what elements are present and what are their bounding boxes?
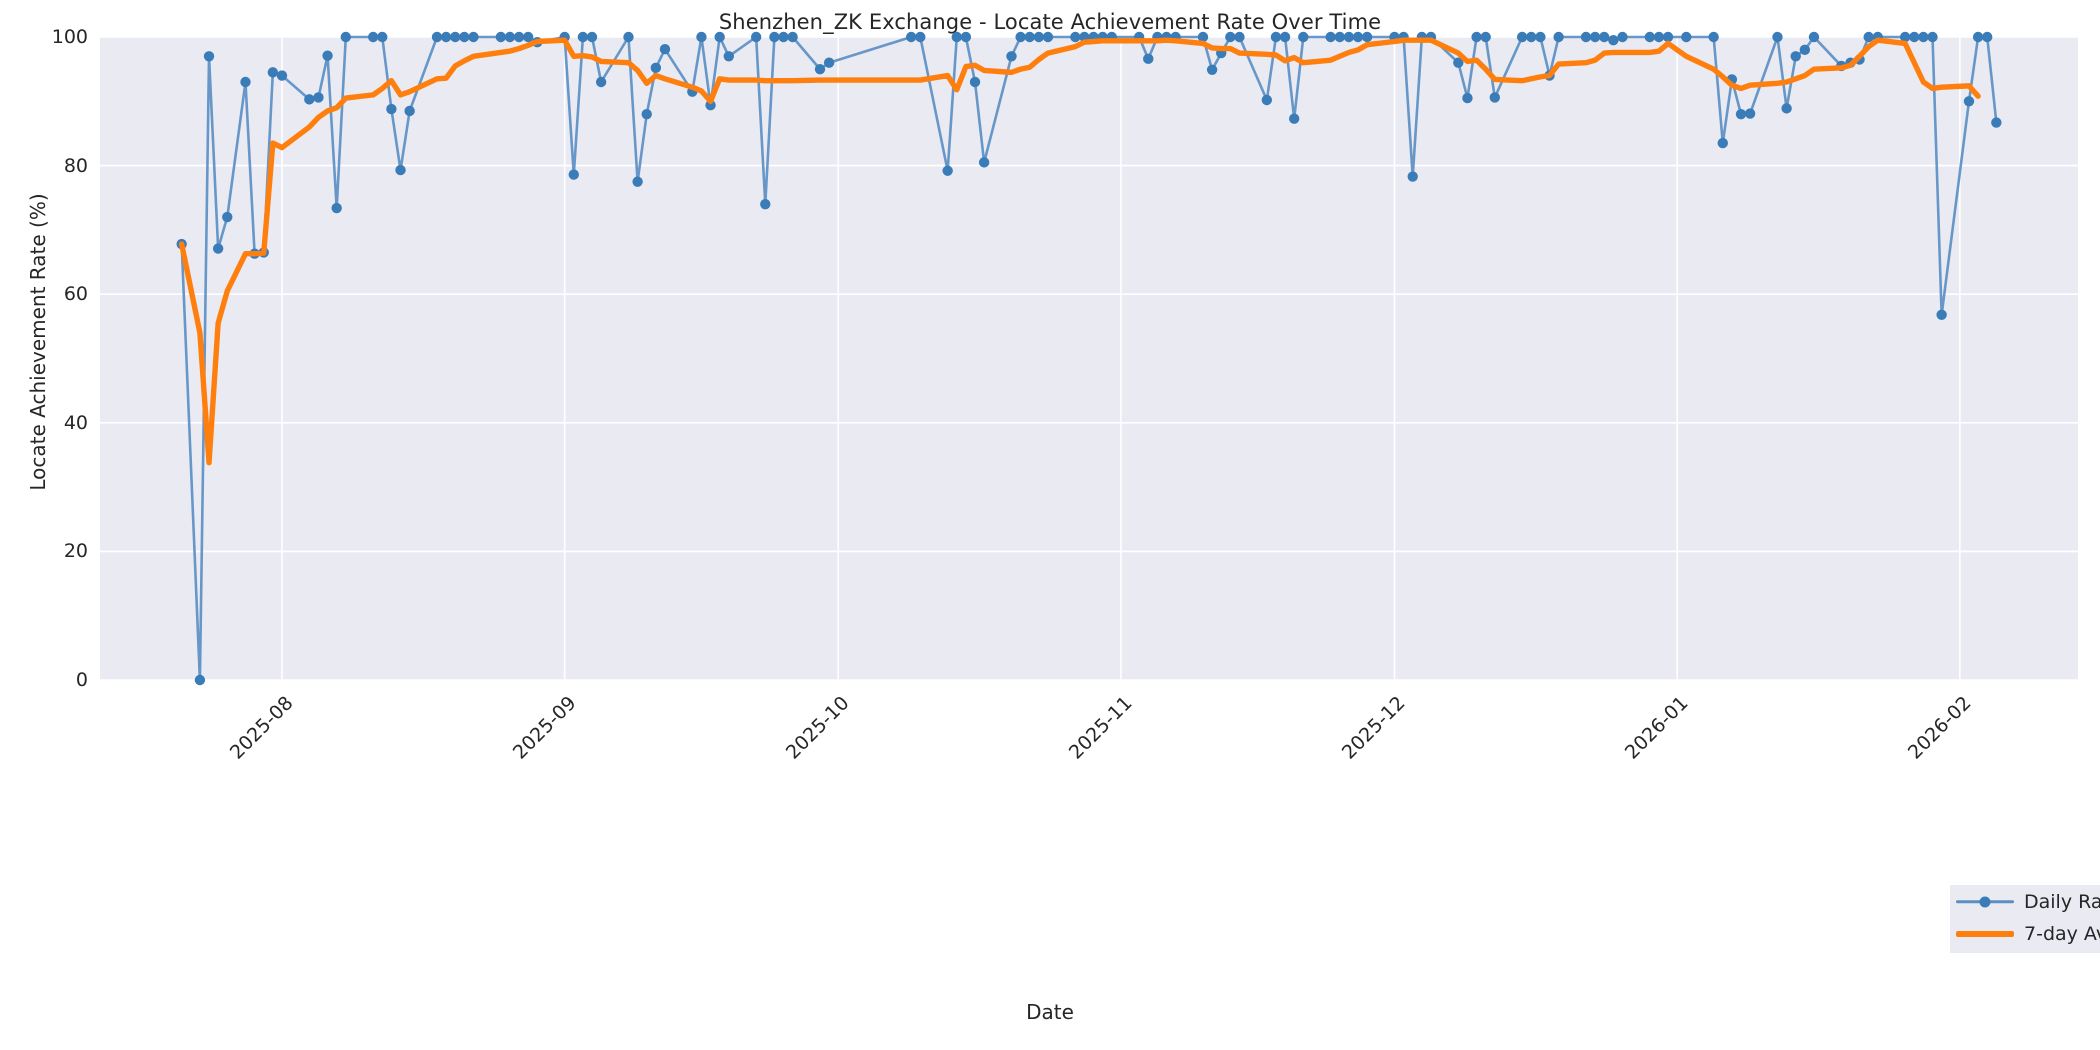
x-tick-label: 2025-12 xyxy=(1338,692,1411,764)
y-tick-label: 0 xyxy=(75,669,88,691)
gridlines xyxy=(100,36,2078,681)
x-axis-label: Date xyxy=(1026,1000,1074,1024)
y-tick-label: 40 xyxy=(63,411,88,434)
line-marker-icon xyxy=(1956,893,2014,911)
data-series xyxy=(176,31,2002,686)
y-tick-label: 80 xyxy=(63,154,88,177)
x-tick-label: 2025-11 xyxy=(1064,692,1137,764)
legend-item-daily-rate[interactable]: Daily Rate xyxy=(1956,891,2100,913)
x-tick-label: 2025-09 xyxy=(508,692,581,764)
y-tick-label: 100 xyxy=(51,26,88,48)
y-tick-label: 60 xyxy=(63,283,88,306)
x-tick-label: 2025-08 xyxy=(225,692,298,764)
series-canvas xyxy=(100,31,2078,686)
y-axis-label: Locate Achievement Rate (%) xyxy=(26,193,50,491)
legend-item-seven-day-average[interactable]: 7-day Average xyxy=(1956,923,2100,945)
page-title: Shenzhen_ZK Exchange - Locate Achievemen… xyxy=(718,10,1382,34)
x-tick-label: 2025-10 xyxy=(782,692,854,764)
line-icon xyxy=(1956,925,2014,943)
chart-legend[interactable]: Daily Rate 7-day Average xyxy=(1950,885,2100,953)
plot-area: Daily Rate 7-day Average xyxy=(100,31,2100,953)
x-tick-label: 2026-01 xyxy=(1621,692,1693,764)
x-tick-label: 2026-02 xyxy=(1903,692,1976,764)
legend-label-seven-day-average: 7-day Average xyxy=(2024,923,2100,945)
y-tick-label: 20 xyxy=(63,540,88,563)
legend-label-daily-rate: Daily Rate xyxy=(2024,891,2100,913)
